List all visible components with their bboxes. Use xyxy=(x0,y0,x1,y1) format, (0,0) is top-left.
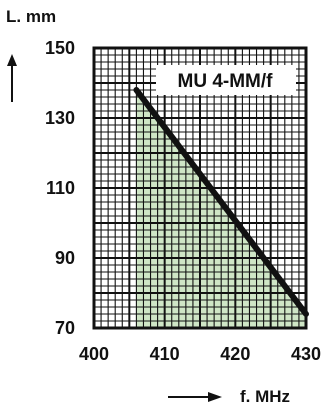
y-tick-label: 130 xyxy=(45,108,75,128)
chart-title: MU 4-MM/f xyxy=(178,71,274,92)
x-axis-label: f. MHz xyxy=(240,387,290,405)
x-tick-label: 430 xyxy=(291,344,321,364)
plot-frame xyxy=(92,46,308,330)
y-axis-label: L. mm xyxy=(6,7,56,26)
y-tick-label: 70 xyxy=(55,318,75,338)
x-axis-arrow xyxy=(168,392,222,402)
x-tick-label: 400 xyxy=(79,344,109,364)
y-axis-arrow xyxy=(7,54,17,102)
y-tick-labels: 150 130 110 90 70 xyxy=(45,38,75,338)
x-tick-label: 420 xyxy=(220,344,250,364)
title-box xyxy=(156,65,296,95)
y-tick-label: 90 xyxy=(55,248,75,268)
y-tick-label: 110 xyxy=(46,178,75,198)
x-tick-labels: 400 410 420 430 xyxy=(79,344,321,364)
x-tick-label: 410 xyxy=(150,344,180,364)
series-line xyxy=(133,87,309,317)
y-tick-label: 150 xyxy=(45,38,75,58)
